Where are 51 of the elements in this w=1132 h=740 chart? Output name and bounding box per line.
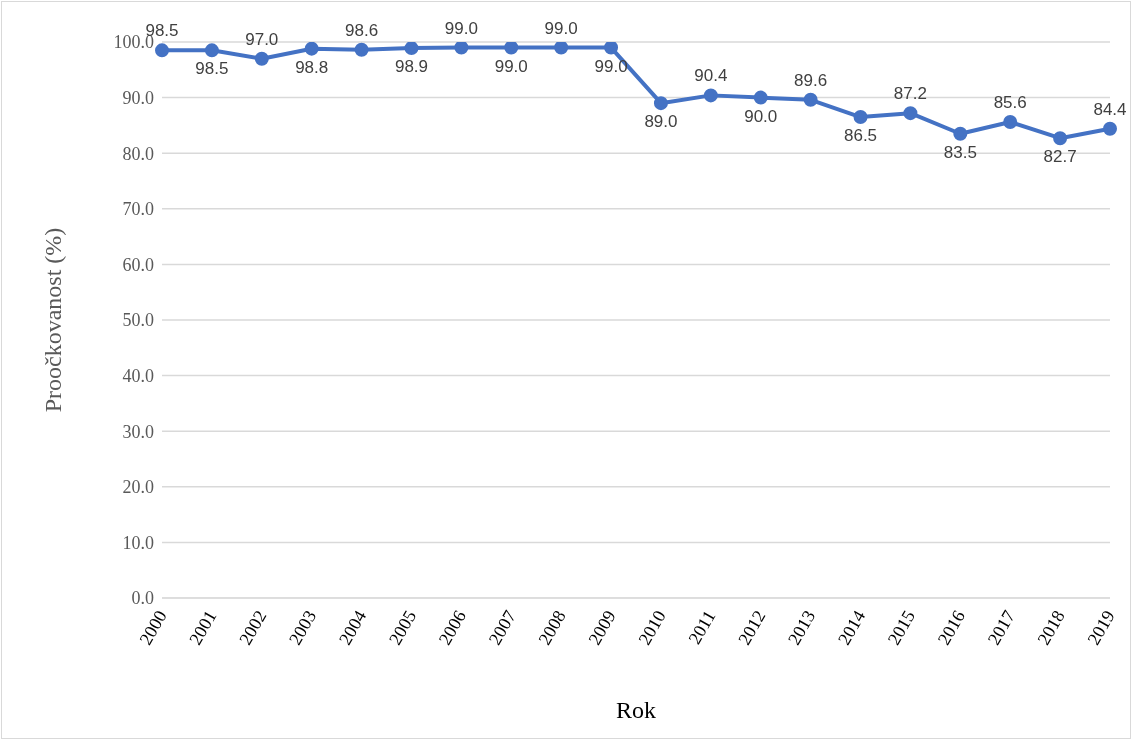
data-label: 87.2 bbox=[893, 84, 927, 104]
data-label: 89.0 bbox=[644, 112, 678, 132]
point bbox=[753, 90, 768, 105]
y-tick-label: 40.0 bbox=[122, 365, 154, 386]
y-tick-label: 80.0 bbox=[122, 143, 154, 164]
point bbox=[554, 42, 569, 55]
point bbox=[653, 96, 668, 111]
data-label: 82.7 bbox=[1043, 147, 1077, 167]
point bbox=[304, 42, 319, 56]
data-label: 99.0 bbox=[444, 18, 478, 38]
data-label: 99.0 bbox=[594, 56, 628, 76]
data-label: 98.6 bbox=[345, 20, 379, 40]
data-label: 99.0 bbox=[494, 56, 528, 76]
data-label: 83.5 bbox=[943, 142, 977, 162]
point bbox=[853, 110, 868, 125]
point bbox=[204, 43, 219, 58]
point bbox=[254, 51, 269, 66]
point bbox=[703, 88, 718, 103]
data-label: 89.6 bbox=[794, 70, 828, 90]
y-tick-label: 70.0 bbox=[122, 199, 154, 220]
data-label: 84.4 bbox=[1093, 99, 1127, 119]
point bbox=[953, 126, 968, 141]
data-label: 97.0 bbox=[245, 29, 279, 49]
point bbox=[803, 92, 818, 107]
y-tick-label: 0.0 bbox=[131, 588, 154, 609]
y-tick-label: 90.0 bbox=[122, 87, 154, 108]
y-tick-label: 20.0 bbox=[122, 477, 154, 498]
y-tick-label: 50.0 bbox=[122, 310, 154, 331]
data-label: 90.4 bbox=[694, 66, 728, 86]
data-label: 86.5 bbox=[843, 126, 878, 146]
y-tick-label: 10.0 bbox=[122, 532, 154, 553]
point bbox=[903, 106, 918, 121]
point bbox=[454, 42, 469, 55]
point bbox=[155, 43, 169, 58]
y-tick-label: 30.0 bbox=[122, 421, 154, 442]
point bbox=[1103, 121, 1117, 136]
data-label: 90.0 bbox=[744, 106, 778, 126]
data-label: 85.6 bbox=[993, 93, 1027, 113]
y-tick-label: 60.0 bbox=[122, 254, 154, 275]
point bbox=[404, 42, 419, 56]
point bbox=[1003, 115, 1018, 130]
data-label: 98.8 bbox=[295, 57, 329, 77]
point bbox=[604, 42, 619, 55]
data-label: 99.0 bbox=[544, 18, 578, 38]
point bbox=[1053, 131, 1068, 146]
data-label: 98.5 bbox=[195, 59, 229, 79]
y-axis-title: Proočkovanost (%) bbox=[39, 227, 66, 413]
data-label: 98.9 bbox=[394, 57, 429, 77]
x-axis-title: Rok bbox=[615, 697, 657, 723]
point bbox=[504, 42, 519, 55]
point bbox=[354, 42, 369, 57]
